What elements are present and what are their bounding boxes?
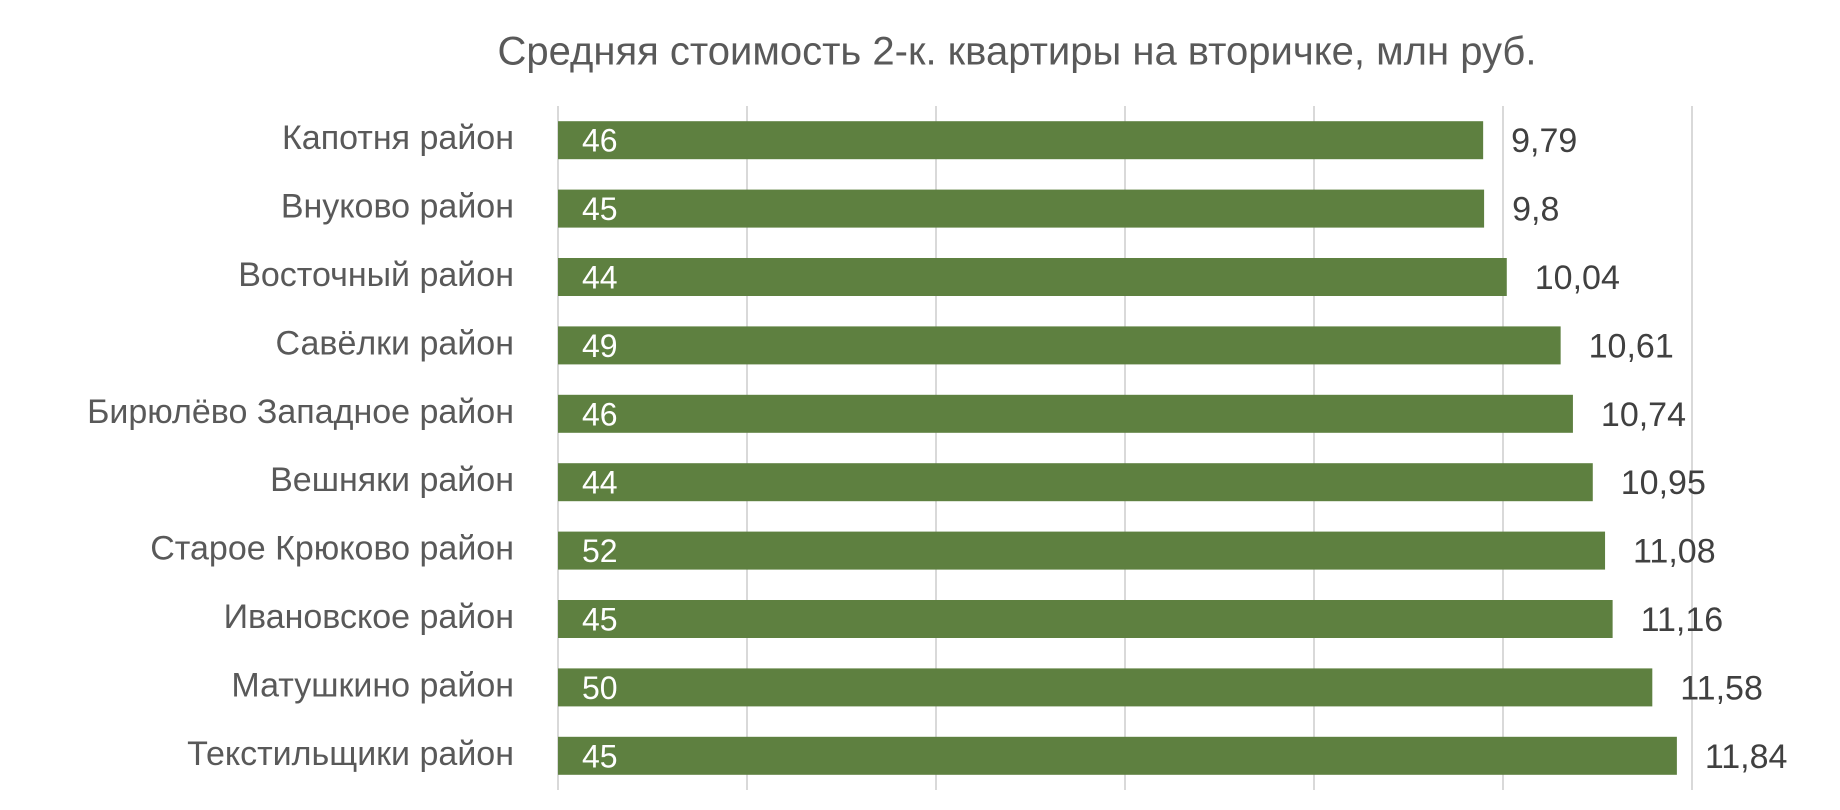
data-label: 10,04	[1535, 259, 1620, 297]
bar	[558, 326, 1561, 365]
data-label: 10,95	[1621, 464, 1706, 502]
inner-label: 50	[582, 670, 618, 706]
y-tick-label: Текстильщики район	[187, 735, 514, 773]
bar	[558, 121, 1484, 160]
y-tick-label: Восточный район	[238, 256, 514, 294]
y-tick-label: Старое Крюково район	[150, 530, 514, 568]
inner-label: 46	[582, 396, 618, 432]
y-tick-label: Внуково район	[281, 188, 514, 226]
inner-label: 45	[582, 601, 618, 637]
inner-label: 52	[582, 533, 618, 569]
y-tick-label: Матушкино район	[231, 666, 514, 704]
inner-label: 45	[582, 191, 618, 227]
data-label: 11,08	[1633, 533, 1716, 571]
bar	[558, 189, 1485, 228]
chart-title: Средняя стоимость 2-к. квартиры на втори…	[498, 30, 1537, 74]
y-tick-label: Ивановское район	[224, 598, 514, 636]
data-label: 9,79	[1511, 122, 1577, 160]
inner-label: 44	[582, 259, 618, 295]
y-tick-label: Капотня район	[282, 119, 514, 157]
data-label: 11,58	[1680, 669, 1763, 707]
bar	[558, 736, 1677, 775]
data-label: 10,61	[1589, 327, 1674, 365]
inner-label: 44	[582, 465, 618, 501]
inner-label: 46	[582, 123, 618, 159]
bar	[558, 668, 1653, 707]
bar	[558, 531, 1606, 570]
data-label: 10,74	[1601, 396, 1686, 434]
y-tick-label: Савёлки район	[276, 324, 514, 362]
inner-label: 45	[582, 738, 618, 774]
bar	[558, 258, 1507, 296]
y-tick-label: Бирюлёво Западное район	[87, 393, 514, 431]
data-label: 11,16	[1641, 601, 1724, 639]
data-label: 9,8	[1512, 191, 1559, 229]
y-tick-label: Вешняки район	[270, 461, 514, 499]
data-label: 11,84	[1705, 738, 1788, 776]
bar	[558, 463, 1593, 502]
bar	[558, 600, 1613, 638]
inner-label: 49	[582, 328, 618, 364]
bar	[558, 394, 1573, 433]
